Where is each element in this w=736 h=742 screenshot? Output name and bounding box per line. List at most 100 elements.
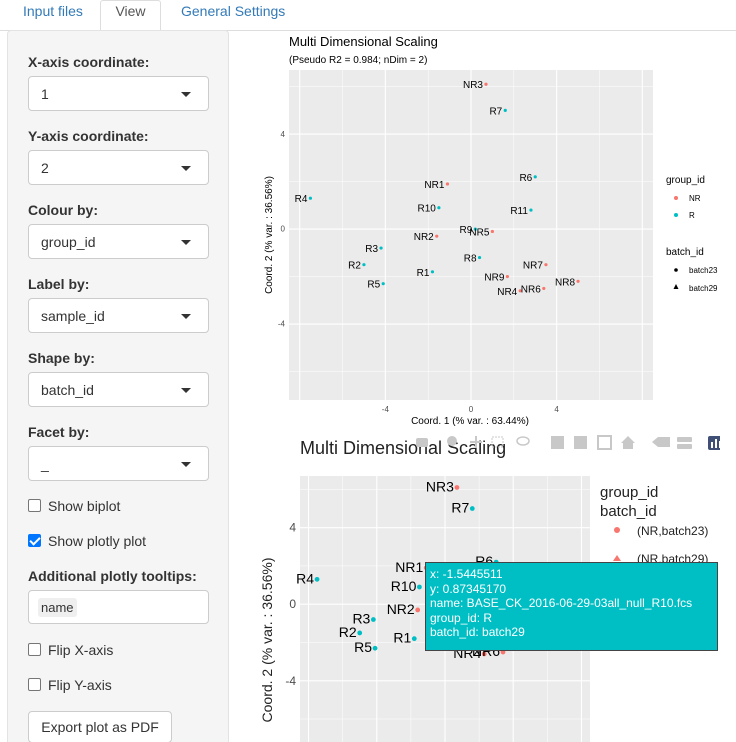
y-tick-label: 0 [281,225,286,234]
point-label-r7: R7 [451,500,469,516]
legend-batch23-label: batch23 [689,266,718,275]
data-point-r7 [503,108,507,112]
point-label-r1: R1 [393,630,411,646]
camera-icon[interactable] [416,438,428,447]
pan-icon[interactable] [470,436,482,448]
hover-closest-icon[interactable] [652,437,670,447]
tooltip-tag-name[interactable]: name [38,598,77,617]
data-point-r4 [308,196,313,200]
chevron-down-icon [181,388,191,393]
data-point-nr6 [542,286,546,291]
x-axis-value: 1 [41,86,49,102]
x-tick-label: 4 [554,405,559,414]
point-label-r6: R6 [519,173,532,184]
data-point-r7 [469,506,475,511]
checkbox-box[interactable] [28,499,41,512]
tab-general-settings[interactable]: General Settings [181,3,286,19]
x-tick-label: -4 [382,405,390,414]
data-point-r9 [473,227,477,231]
colour-by-select[interactable]: group_id [28,224,209,259]
flip-y-label: Flip Y-axis [48,677,112,693]
plotly-legend-entry1: (NR,batch23) [637,524,708,538]
zoom-in-icon[interactable] [551,436,564,449]
data-point-r11 [529,208,533,212]
chart-subtitle: (Pseudo R2 = 0.984; nDim = 2) [289,55,427,66]
point-label-r5: R5 [367,280,380,291]
data-point-r5 [372,645,378,651]
label-by-select[interactable]: sample_id [28,298,209,333]
lasso-icon[interactable] [516,436,530,446]
tooltip-y: y: 0.87345170 [430,581,507,596]
point-label-r1: R1 [417,268,430,279]
legend-batch29-label: batch29 [689,284,718,293]
x-axis-select[interactable]: 1 [28,76,209,111]
shape-by-value: batch_id [41,382,94,398]
point-label-r7: R7 [489,106,502,117]
plotly-logo-icon[interactable] [708,436,720,450]
chevron-down-icon [181,240,191,245]
checkbox-box-checked[interactable] [28,534,41,547]
show-biplot-label: Show biplot [48,498,121,514]
flip-x-label: Flip X-axis [48,642,114,658]
tooltip-batch: batch_id: batch29 [430,625,525,640]
plot-ticks: -4 0 4 -4 0 4 [278,130,560,414]
legend-nr-marker [674,196,678,200]
plotly-legend-title1: group_id [600,484,658,501]
facet-by-select[interactable]: _ [28,446,209,481]
point-label-r4: R4 [296,570,314,586]
data-point-r1 [430,270,435,274]
plotly-y-axis-title: Coord. 2 (% var. : 36.56%) [259,558,275,723]
point-label-nr7: NR7 [523,261,543,272]
point-label-nr1: NR1 [395,559,423,575]
facet-by-value: _ [41,456,49,472]
hover-compare-icon[interactable] [677,437,692,442]
y-tick-label: -4 [285,674,296,688]
label-by-value: sample_id [41,308,105,324]
tooltips-label: Additional plotly tooltips: [28,568,197,584]
tab-view[interactable]: View [100,0,161,32]
data-point-nr8 [576,279,580,283]
y-tick-label: 4 [289,521,296,535]
data-point-r10 [437,206,441,210]
chevron-down-icon [181,314,191,319]
data-point-nr4 [518,289,522,293]
point-label-nr5: NR5 [469,227,489,238]
point-label-r3: R3 [352,611,370,627]
label-by-label: Label by: [28,276,90,292]
data-point-r2 [362,263,366,267]
home-icon[interactable] [621,436,635,449]
tooltips-input[interactable]: name [28,590,209,624]
autoscale-icon[interactable] [597,435,612,450]
shape-by-select[interactable]: batch_id [28,372,209,407]
tooltip-x: x: -1.5445511 [430,567,503,581]
shape-by-label: Shape by: [28,350,95,366]
data-point-nr3 [484,82,488,86]
data-point-nr9 [505,274,509,279]
facet-by-label: Facet by: [28,424,90,440]
point-label-r2: R2 [348,261,361,272]
tab-input-files[interactable]: Input files [23,3,83,19]
legend-r-marker [674,213,678,217]
data-point-r5 [381,282,385,286]
export-pdf-button[interactable]: Export plot as PDF [28,711,172,742]
point-label-nr3: NR3 [426,478,454,494]
point-label-r10: R10 [391,578,417,594]
data-point-r10 [417,584,422,590]
tooltip-name: name: BASE_CK_2016-06-29-03all_null_R10.… [430,596,693,611]
data-point-r4 [314,576,320,582]
checkbox-box[interactable] [28,678,41,691]
y-axis-select[interactable]: 2 [28,150,209,185]
checkbox-box[interactable] [28,643,41,656]
x-tick-label: 0 [469,405,474,414]
zoom-out-icon[interactable] [574,436,587,449]
y-axis-value: 2 [41,160,49,176]
plot-panel [289,70,653,400]
point-label-r4: R4 [295,194,308,205]
legend-group-title: group_id [666,175,705,186]
data-point-nr2 [435,234,439,238]
box-select-icon[interactable] [491,436,504,448]
zoom-icon[interactable] [447,436,457,446]
point-label-nr6: NR6 [521,284,541,295]
y-tick-label: 0 [289,597,296,611]
plotly-legend-nr29-marker [613,555,621,561]
